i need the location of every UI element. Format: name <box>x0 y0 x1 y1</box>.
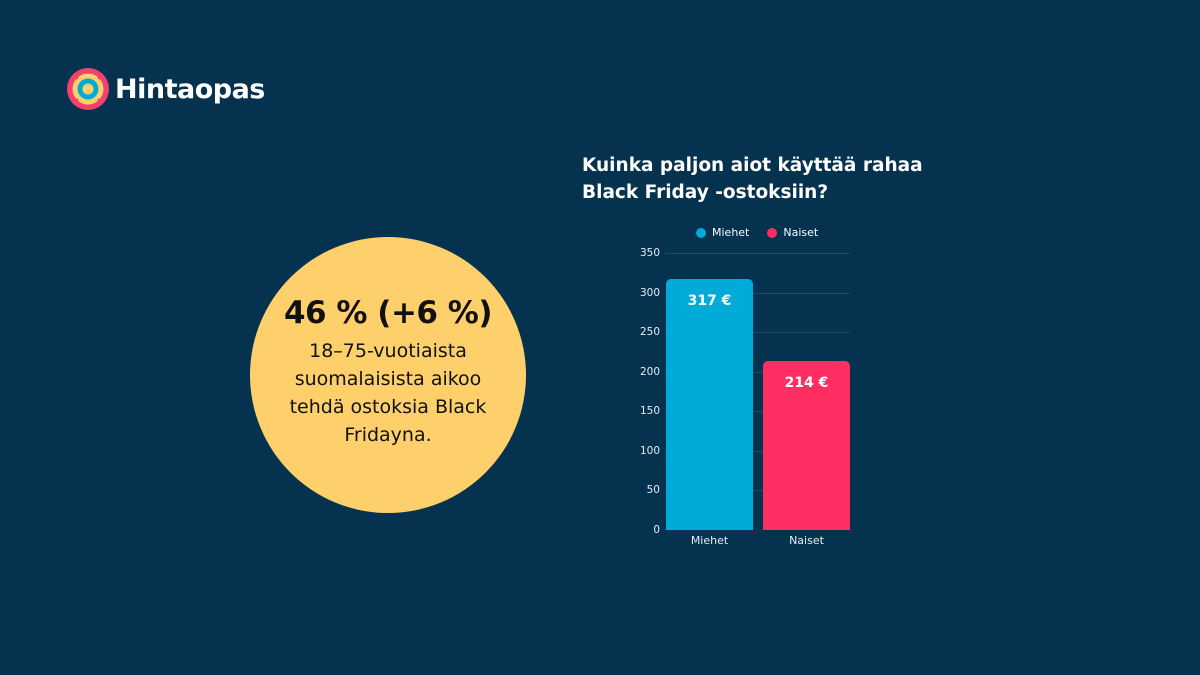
y-tick-label: 0 <box>653 524 660 536</box>
y-tick-label: 50 <box>646 484 660 497</box>
bar-value-label: 317 € <box>687 293 732 310</box>
bar-value-label: 214 € <box>784 374 829 391</box>
brand-name: Hintaopas <box>115 73 265 105</box>
y-tick-label: 300 <box>639 286 660 299</box>
y-tick-label: 250 <box>639 326 660 339</box>
hintaopas-logo: Hintaopas <box>67 68 265 110</box>
gridline <box>665 411 850 413</box>
legend-label: Miehet <box>712 226 750 239</box>
bar-naiset: 214 € <box>763 360 850 530</box>
y-tick-label: 150 <box>639 405 660 418</box>
gridline <box>665 292 850 294</box>
chart-title: Kuinka paljon aiot käyttää rahaa Black F… <box>582 155 923 203</box>
y-tick-label: 100 <box>639 444 660 457</box>
legend-item-miehet: Miehet <box>696 226 749 239</box>
legend-label: Naiset <box>783 226 819 239</box>
bar-miehet: 317 € <box>666 279 753 530</box>
legend-dot-icon <box>767 227 778 238</box>
bar-chart: 0 50 100 150 200 250 300 350 317 € Miehet 214 € Nai… <box>620 240 880 560</box>
highlight-headline: 46 % (+6 %) <box>283 295 493 331</box>
gridline <box>665 332 850 334</box>
gridline <box>665 490 850 492</box>
hintaopas-logo-icon <box>67 68 109 110</box>
gridline <box>665 450 850 452</box>
chart-legend: Miehet Naiset <box>696 226 818 239</box>
legend-dot-icon <box>696 227 706 238</box>
highlight-body: 18–75-vuotiaista suomalaisista aikoo teh… <box>289 340 487 446</box>
x-category-label: Miehet <box>690 534 729 547</box>
legend-item-naiset: Naiset <box>767 226 818 239</box>
y-tick-label: 350 <box>639 247 660 259</box>
gridline <box>665 371 850 373</box>
x-category-label: Naiset <box>789 534 824 547</box>
highlight-circle: 46 % (+6 %) 18–75-vuotiaista suomalaisis… <box>250 237 526 513</box>
y-tick-label: 200 <box>639 365 660 378</box>
gridline <box>665 253 850 254</box>
